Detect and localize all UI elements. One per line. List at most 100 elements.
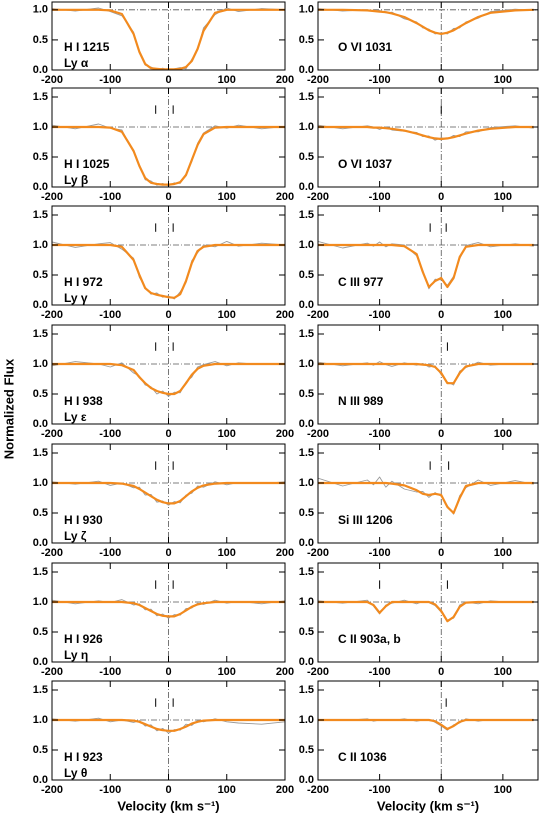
model-fit (318, 718, 534, 731)
plot-area (318, 444, 538, 543)
y-tick-label: 0.5 (299, 744, 314, 756)
x-tick-label: -200 (41, 428, 63, 440)
line-label: H I 972 (64, 275, 103, 289)
y-tick-label: 0.0 (33, 64, 48, 76)
y-tick-label: 0.5 (33, 507, 48, 519)
x-tick-label: -200 (41, 74, 63, 86)
plot-area (52, 325, 285, 424)
x-tick-label: -100 (369, 784, 391, 796)
line-label: N III 989 (338, 394, 384, 408)
line-label: H I 1025 (64, 157, 110, 171)
x-tick-label: -200 (307, 74, 329, 86)
plot-area (52, 563, 285, 662)
x-tick-label: 0 (438, 191, 444, 203)
model-fit (52, 718, 285, 732)
plot-area (52, 681, 285, 780)
y-tick-label: 0.5 (299, 151, 314, 163)
x-tick-label: 100 (218, 784, 236, 796)
x-tick-label: -200 (41, 309, 63, 321)
y-tick-label: 1.0 (33, 239, 48, 251)
x-tick-label: -100 (99, 784, 121, 796)
y-tick-label: 1.5 (299, 566, 314, 578)
y-tick-label: 0.5 (299, 34, 314, 46)
y-tick-label: 1.5 (33, 684, 48, 696)
y-tick-label: 0.5 (33, 744, 48, 756)
x-tick-label: 100 (494, 666, 512, 678)
panel: 0.0 0.5 1.0 -200 -100 0 100 200 H I 1215 Ly α (33, 1, 294, 86)
line-label: Si III 1206 (338, 513, 393, 527)
y-tick-label: 1.0 (299, 239, 314, 251)
x-tick-label: -100 (369, 191, 391, 203)
line-label: Ly γ (64, 291, 88, 305)
x-tick-label: -100 (99, 74, 121, 86)
line-label: O VI 1037 (338, 157, 392, 171)
x-tick-label: 0 (438, 428, 444, 440)
x-tick-label: 100 (494, 784, 512, 796)
x-tick-label: -200 (41, 547, 63, 559)
y-tick-label: 0.0 (33, 656, 48, 668)
panel: 0.0 0.5 1.0 1.5 -200 -100 0 100 200 H I 930 Ly ζ (33, 443, 294, 559)
panel-frame (317, 562, 539, 663)
y-tick-label: 1.5 (33, 209, 48, 221)
y-tick-label: 1.0 (299, 358, 314, 370)
model-fit (318, 243, 534, 289)
x-tick-label: -200 (307, 428, 329, 440)
x-tick-label: -100 (99, 191, 121, 203)
model-fit (318, 481, 534, 515)
y-tick-label: 1.5 (299, 91, 314, 103)
x-tick-label: -200 (307, 309, 329, 321)
y-tick-label: 0.0 (33, 299, 48, 311)
panel: 0.0 0.5 1.0 1.5 -200 -100 0 100 200 H I 938 Ly ε (33, 324, 294, 440)
x-tick-label: -100 (99, 666, 121, 678)
y-tick-label: 1.0 (299, 477, 314, 489)
x-tick-label: 200 (276, 428, 294, 440)
line-label: O VI 1031 (338, 40, 392, 54)
y-tick-label: 1.0 (33, 714, 48, 726)
model-fit (52, 600, 285, 618)
x-tick-label: 100 (218, 74, 236, 86)
line-label: Ly ζ (64, 529, 87, 543)
y-tick-label: 0.5 (33, 388, 48, 400)
x-tick-label: 100 (218, 547, 236, 559)
y-tick-label: 1.5 (299, 447, 314, 459)
model-fit (318, 125, 534, 141)
line-label: Ly β (64, 173, 88, 187)
x-tick-label: 100 (494, 191, 512, 203)
panel: 0.0 0.5 1.0 1.5 -200 -100 0 100 C III 977 (299, 205, 539, 321)
y-tick-label: 0.0 (299, 64, 314, 76)
y-tick-label: 0.0 (33, 537, 48, 549)
x-tick-label: 0 (165, 666, 171, 678)
panel-frame (317, 205, 539, 306)
line-label: H I 923 (64, 750, 103, 764)
panel-frame (317, 324, 539, 425)
y-tick-label: 1.0 (33, 358, 48, 370)
x-tick-label: -200 (41, 666, 63, 678)
y-tick-label: 1.5 (33, 447, 48, 459)
x-tick-label: -100 (369, 428, 391, 440)
y-tick-label: 0.0 (299, 656, 314, 668)
x-tick-label: -200 (307, 547, 329, 559)
y-tick-label: 0.5 (33, 151, 48, 163)
panel: 0.0 0.5 1.0 1.5 -200 -100 0 100 200 H I 923 Ly θ Ve… (33, 680, 294, 813)
y-tick-label: 0.5 (299, 507, 314, 519)
y-axis-label: Normalized Flux (1, 358, 16, 459)
y-tick-label: 1.5 (33, 91, 48, 103)
x-tick-label: -200 (41, 191, 63, 203)
x-tick-label: -100 (369, 666, 391, 678)
y-tick-label: 0.5 (33, 269, 48, 281)
x-tick-label: -100 (369, 547, 391, 559)
x-tick-label: 100 (218, 191, 236, 203)
panel: 0.0 0.5 1.0 1.5 -200 -100 0 100 C II 1036 Velocit… (299, 680, 539, 813)
x-tick-label: -200 (307, 784, 329, 796)
y-tick-label: 0.0 (299, 418, 314, 430)
y-tick-label: 1.0 (33, 596, 48, 608)
plot-area (318, 563, 538, 662)
x-tick-label: 100 (494, 309, 512, 321)
y-tick-label: 1.5 (33, 566, 48, 578)
line-label: H I 926 (64, 632, 103, 646)
panel: 0.0 0.5 1.0 -200 -100 0 100 O VI 1031 (299, 1, 539, 86)
line-label: Ly η (64, 648, 88, 662)
plot-area (318, 88, 538, 187)
plot-area (318, 325, 538, 424)
x-tick-label: -200 (307, 191, 329, 203)
